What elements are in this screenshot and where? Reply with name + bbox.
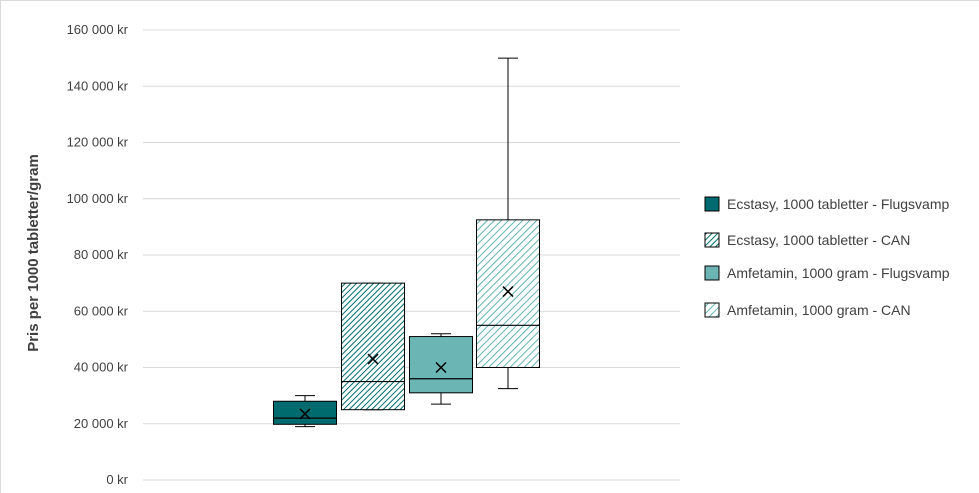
y-tick-label: 0 kr — [106, 472, 128, 487]
y-tick-label: 120 000 kr — [67, 135, 129, 150]
box-body — [476, 219, 540, 368]
legend-item: Ecstasy, 1000 tabletter - Flugsvamp — [704, 196, 949, 212]
box-3 — [409, 333, 473, 405]
y-tick-label: 140 000 kr — [67, 78, 129, 93]
box-4 — [476, 57, 540, 390]
legend-item: Amfetamin, 1000 gram - Flugsvamp — [704, 265, 950, 281]
gridlines — [143, 29, 680, 481]
boxes — [273, 57, 540, 428]
y-tick-label: 60 000 kr — [74, 303, 129, 318]
y-tick-label: 20 000 kr — [74, 416, 129, 431]
y-tick-label: 80 000 kr — [74, 247, 129, 262]
legend: Ecstasy, 1000 tabletter - Flugsvamp Ecsta… — [704, 196, 950, 318]
legend-swatch — [704, 232, 720, 248]
legend-label: Ecstasy, 1000 tabletter - CAN — [727, 232, 910, 248]
legend-label: Ecstasy, 1000 tabletter - Flugsvamp — [727, 196, 949, 212]
box-body — [341, 282, 405, 411]
box-1 — [273, 395, 337, 428]
mean-marker — [435, 361, 447, 374]
legend-swatch — [704, 302, 720, 318]
legend-label: Amfetamin, 1000 gram - CAN — [727, 302, 911, 318]
box-body — [409, 336, 473, 394]
y-axis-tick-labels: 0 kr 20 000 kr 40 000 kr 60 000 kr 80 000 kr… — [67, 22, 129, 487]
legend-label: Amfetamin, 1000 gram - Flugsvamp — [727, 265, 950, 281]
legend-swatch — [704, 265, 720, 281]
y-tick-label: 160 000 kr — [67, 22, 129, 37]
y-tick-label: 40 000 kr — [74, 360, 129, 375]
box-body — [273, 400, 337, 425]
mean-marker — [299, 408, 311, 420]
legend-item: Amfetamin, 1000 gram - CAN — [704, 302, 911, 318]
mean-marker — [367, 353, 379, 365]
y-axis-label: Pris per 1000 tabletter/gram — [25, 154, 42, 352]
y-tick-label: 100 000 kr — [67, 191, 129, 206]
legend-item: Ecstasy, 1000 tabletter - CAN — [704, 232, 910, 248]
legend-swatch — [704, 196, 720, 212]
mean-marker — [502, 286, 514, 298]
box-2 — [341, 282, 405, 411]
